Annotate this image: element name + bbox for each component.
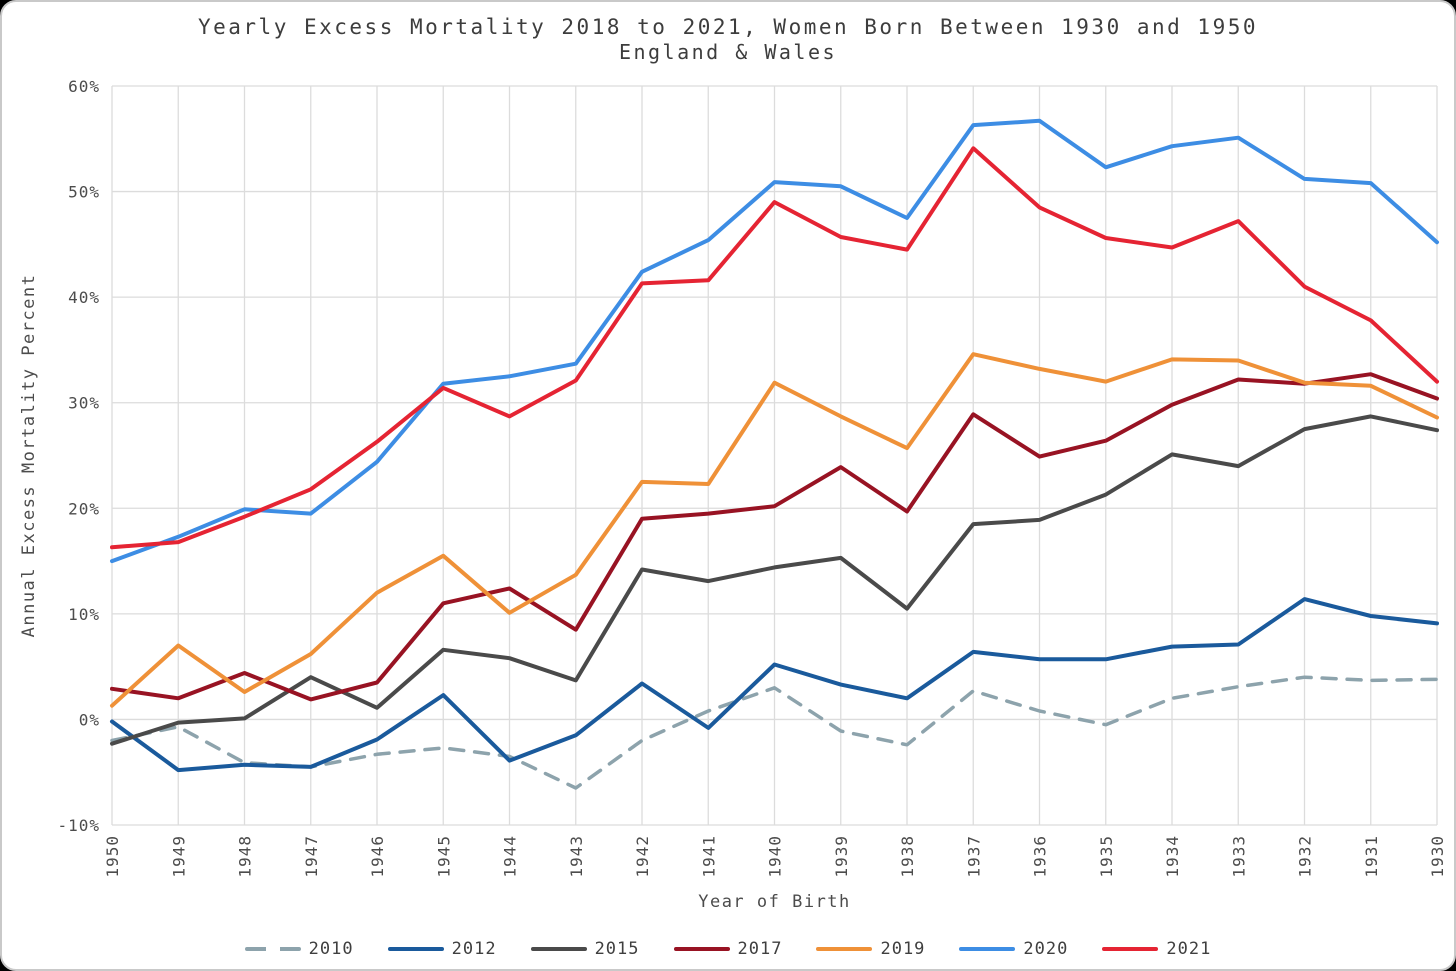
- x-tick-label: 1935: [1097, 835, 1116, 878]
- chart-subtitle: England & Wales: [618, 40, 838, 64]
- x-tick-label: 1943: [567, 835, 586, 878]
- x-tick-label: 1934: [1163, 835, 1182, 878]
- y-tick-label: 30%: [68, 394, 100, 413]
- x-tick-label: 1932: [1296, 835, 1315, 878]
- x-axis-title: Year of Birth: [698, 892, 851, 912]
- x-tick-label: 1945: [434, 835, 453, 878]
- y-tick-label: 20%: [68, 499, 100, 518]
- legend-label-2015: 2015: [594, 939, 640, 959]
- legend-line-sample-2020: [959, 947, 1016, 951]
- x-tick-label: 1937: [964, 835, 983, 878]
- legend-item-2021: 2021: [1102, 939, 1211, 959]
- x-tick-label: 1942: [633, 835, 652, 878]
- legend-line-sample-2010: [244, 947, 301, 951]
- chart-title-block: Yearly Excess Mortality 2018 to 2021, Wo…: [2, 14, 1454, 65]
- x-tick-label: 1948: [236, 835, 255, 878]
- x-tick-label: 1936: [1031, 835, 1050, 878]
- x-tick-label: 1939: [832, 835, 851, 878]
- series-line-2012: [110, 597, 1439, 773]
- x-tick-label: 1941: [699, 835, 718, 878]
- chart-legend: 2010 2012 2015 2017 2019 2020 2021: [2, 939, 1454, 959]
- series-line-2017: [110, 372, 1439, 702]
- legend-line-sample-2015: [530, 947, 587, 951]
- y-tick-label: 10%: [68, 605, 100, 624]
- legend-line-sample-2012: [387, 947, 444, 951]
- legend-item-2019: 2019: [816, 939, 925, 959]
- x-tick-label: 1938: [898, 835, 917, 878]
- y-tick-label: 40%: [68, 288, 100, 307]
- legend-item-2017: 2017: [673, 939, 783, 959]
- legend-label-2019: 2019: [880, 939, 926, 959]
- y-tick-label: 0%: [79, 710, 100, 729]
- series-line-2015: [110, 414, 1439, 746]
- legend-item-2010: 2010: [244, 939, 354, 959]
- series-line-2020: [110, 118, 1439, 564]
- series-line-2021: [110, 146, 1439, 550]
- legend-item-2020: 2020: [959, 939, 1068, 959]
- series-line-2019: [110, 352, 1439, 708]
- legend-label-2020: 2020: [1023, 939, 1069, 959]
- legend-item-2015: 2015: [530, 939, 640, 959]
- x-tick-label: 1930: [1428, 835, 1447, 878]
- y-tick-label: 50%: [68, 183, 100, 202]
- x-tick-label: 1931: [1362, 835, 1381, 878]
- x-tick-label: 1950: [103, 835, 122, 878]
- x-tick-label: 1940: [766, 835, 785, 878]
- series-line-2010: [110, 675, 1439, 790]
- y-axis-title: Annual Excess Mortality Percent: [19, 274, 39, 638]
- y-tick-label: 60%: [68, 77, 100, 96]
- legend-line-sample-2021: [1102, 947, 1159, 951]
- legend-line-sample-2017: [673, 947, 730, 951]
- legend-label-2021: 2021: [1166, 939, 1212, 959]
- legend-item-2012: 2012: [387, 939, 497, 959]
- x-tick-label: 1944: [501, 835, 520, 878]
- legend-label-2017: 2017: [737, 939, 783, 959]
- legend-label-2010: 2010: [308, 939, 354, 959]
- chart-title: Yearly Excess Mortality 2018 to 2021, Wo…: [197, 15, 1258, 39]
- y-tick-label: -10%: [57, 816, 100, 835]
- x-tick-label: 1947: [302, 835, 321, 878]
- legend-line-sample-2019: [816, 947, 873, 951]
- x-tick-label: 1933: [1229, 835, 1248, 878]
- legend-label-2012: 2012: [451, 939, 497, 959]
- x-tick-label: 1946: [368, 835, 387, 878]
- x-tick-label: 1949: [169, 835, 188, 878]
